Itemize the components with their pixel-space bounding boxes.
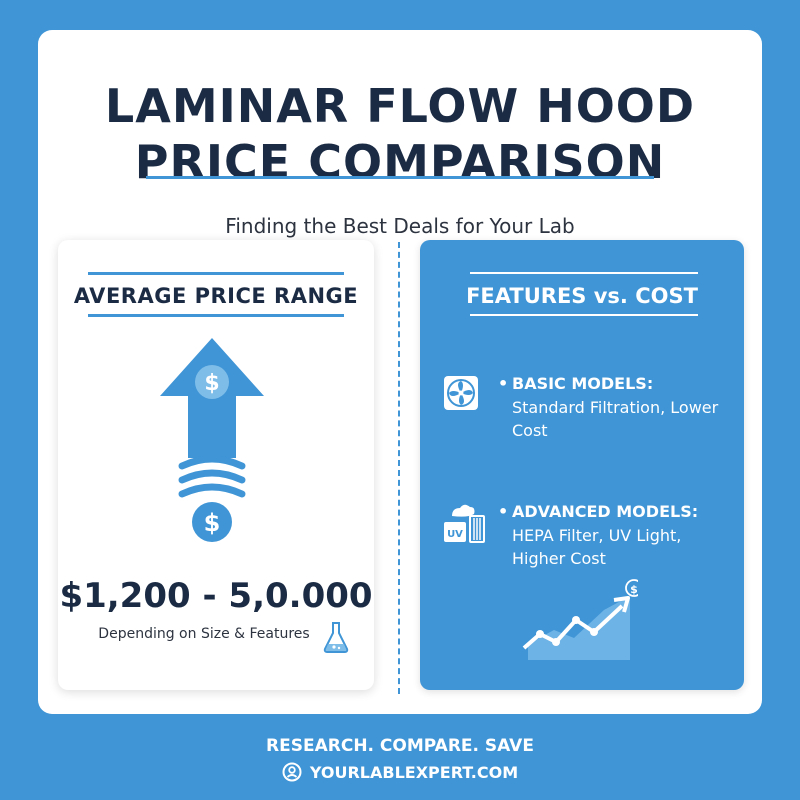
heading-rule-bottom [88, 314, 344, 317]
footer-website-link[interactable]: YOURLABLEXPERT.COM [309, 762, 519, 782]
heading-rule-top [470, 272, 698, 274]
title-line-1: LAMINAR FLOW HOOD [104, 79, 696, 133]
website-badge-icon [282, 762, 302, 782]
price-arrow-graphic: $ $ [160, 338, 264, 542]
svg-text:$: $ [204, 509, 221, 537]
svg-text:UV: UV [447, 529, 463, 540]
footer-website-row: YOURLABLEXPERT.COM [0, 762, 800, 786]
features-vs-cost-heading: FEATURES vs. COST [466, 284, 698, 308]
fan-icon [444, 376, 478, 410]
feature-title: ADVANCED MODELS: [498, 502, 698, 521]
infographic-card: LAMINAR FLOW HOOD PRICE COMPARISON Findi… [38, 30, 762, 714]
features-vs-cost-panel: FEATURES vs. COST BASIC MODELS: Standard… [420, 240, 744, 690]
feature-description: HEPA Filter, UV Light, Higher Cost [512, 526, 682, 568]
dollar-coin-icon: $ [192, 502, 232, 542]
page-subtitle: Finding the Best Deals for Your Lab [225, 214, 575, 238]
heading-rule-bottom [470, 314, 698, 316]
title-line-2: PRICE COMPARISON [134, 135, 666, 189]
rising-trend-chart-icon: $ [522, 579, 638, 660]
feature-advanced-models: UV ADVANCED MODELS: HEPA Filter, UV Ligh… [442, 502, 732, 572]
feature-basic-models: BASIC MODELS: Standard Filtration, Lower… [442, 374, 732, 440]
lab-flask-icon [323, 622, 349, 653]
title-underline [146, 176, 654, 179]
svg-text:$: $ [204, 371, 219, 396]
price-range-value: $1,200 - 5,0.000 [59, 576, 373, 616]
footer-tagline: RESEARCH. COMPARE. SAVE [266, 736, 534, 756]
dashed-divider [398, 242, 400, 694]
feature-title: BASIC MODELS: [498, 374, 653, 393]
average-price-panel: AVERAGE PRICE RANGE $ $ $1,200 - 5,0.000… [58, 240, 374, 690]
uv-filter-icon: UV [444, 504, 485, 543]
average-price-heading: AVERAGE PRICE RANGE [73, 284, 359, 308]
svg-text:$: $ [630, 583, 638, 596]
wave-lines-icon [178, 455, 246, 498]
page-title: LAMINAR FLOW HOOD PRICE COMPARISON [38, 78, 762, 190]
arrow-up-icon: $ [160, 338, 264, 458]
price-range-note: Depending on Size & Features [98, 626, 310, 642]
heading-rule-top [88, 272, 344, 275]
feature-description: Standard Filtration, Lower Cost [512, 398, 719, 440]
